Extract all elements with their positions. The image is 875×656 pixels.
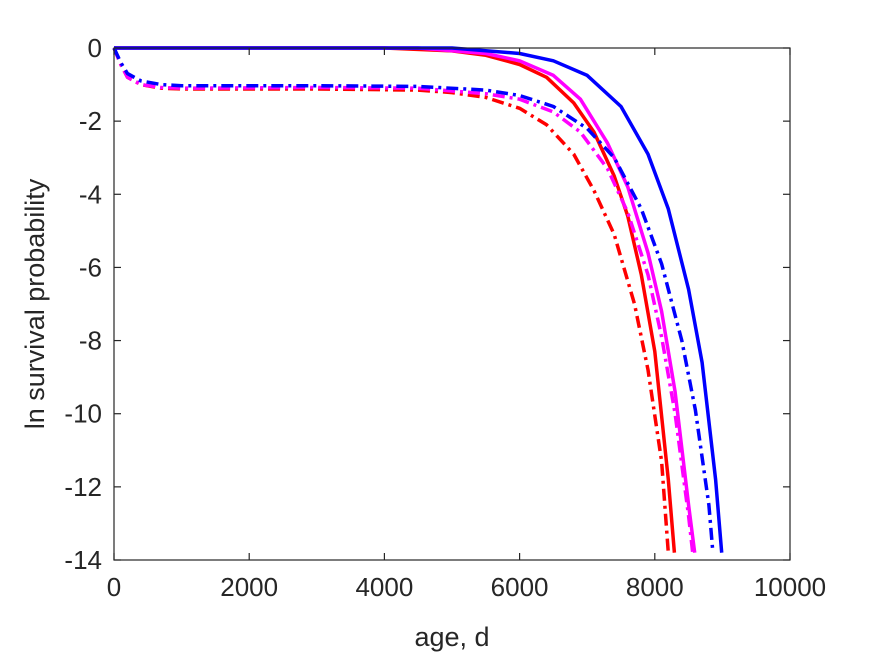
series-line-4 <box>112 47 671 553</box>
y-tick-label: -6 <box>79 252 102 282</box>
y-tick-label: -8 <box>79 326 102 356</box>
tick-layer: 0 2000 4000 6000 8000 10000 0 -2 -4 -6 -8 -10 -12 -14 <box>64 33 826 602</box>
series-layer <box>112 46 724 553</box>
y-tick-label: -4 <box>79 179 102 209</box>
series-line-5 <box>112 47 695 553</box>
x-tick-label: 6000 <box>491 572 549 602</box>
x-tick-label: 10000 <box>754 572 826 602</box>
y-tick-label: -2 <box>79 106 102 136</box>
plot-area <box>114 48 790 560</box>
y-axis-label: ln survival probability <box>20 178 50 429</box>
y-tick-label: 0 <box>88 33 102 63</box>
x-tick-label: 4000 <box>355 572 413 602</box>
y-tick-label: -10 <box>64 399 102 429</box>
y-tick-label: -12 <box>64 472 102 502</box>
x-tick-label: 2000 <box>220 572 278 602</box>
series-line-3 <box>114 46 724 553</box>
axes-box <box>113 47 791 561</box>
series-line-2 <box>114 46 697 553</box>
series-line-6 <box>112 47 715 553</box>
x-tick-label: 0 <box>107 572 121 602</box>
y-tick-label: -14 <box>64 545 102 575</box>
x-axis-label: age, d <box>414 622 489 652</box>
x-tick-label: 8000 <box>626 572 684 602</box>
